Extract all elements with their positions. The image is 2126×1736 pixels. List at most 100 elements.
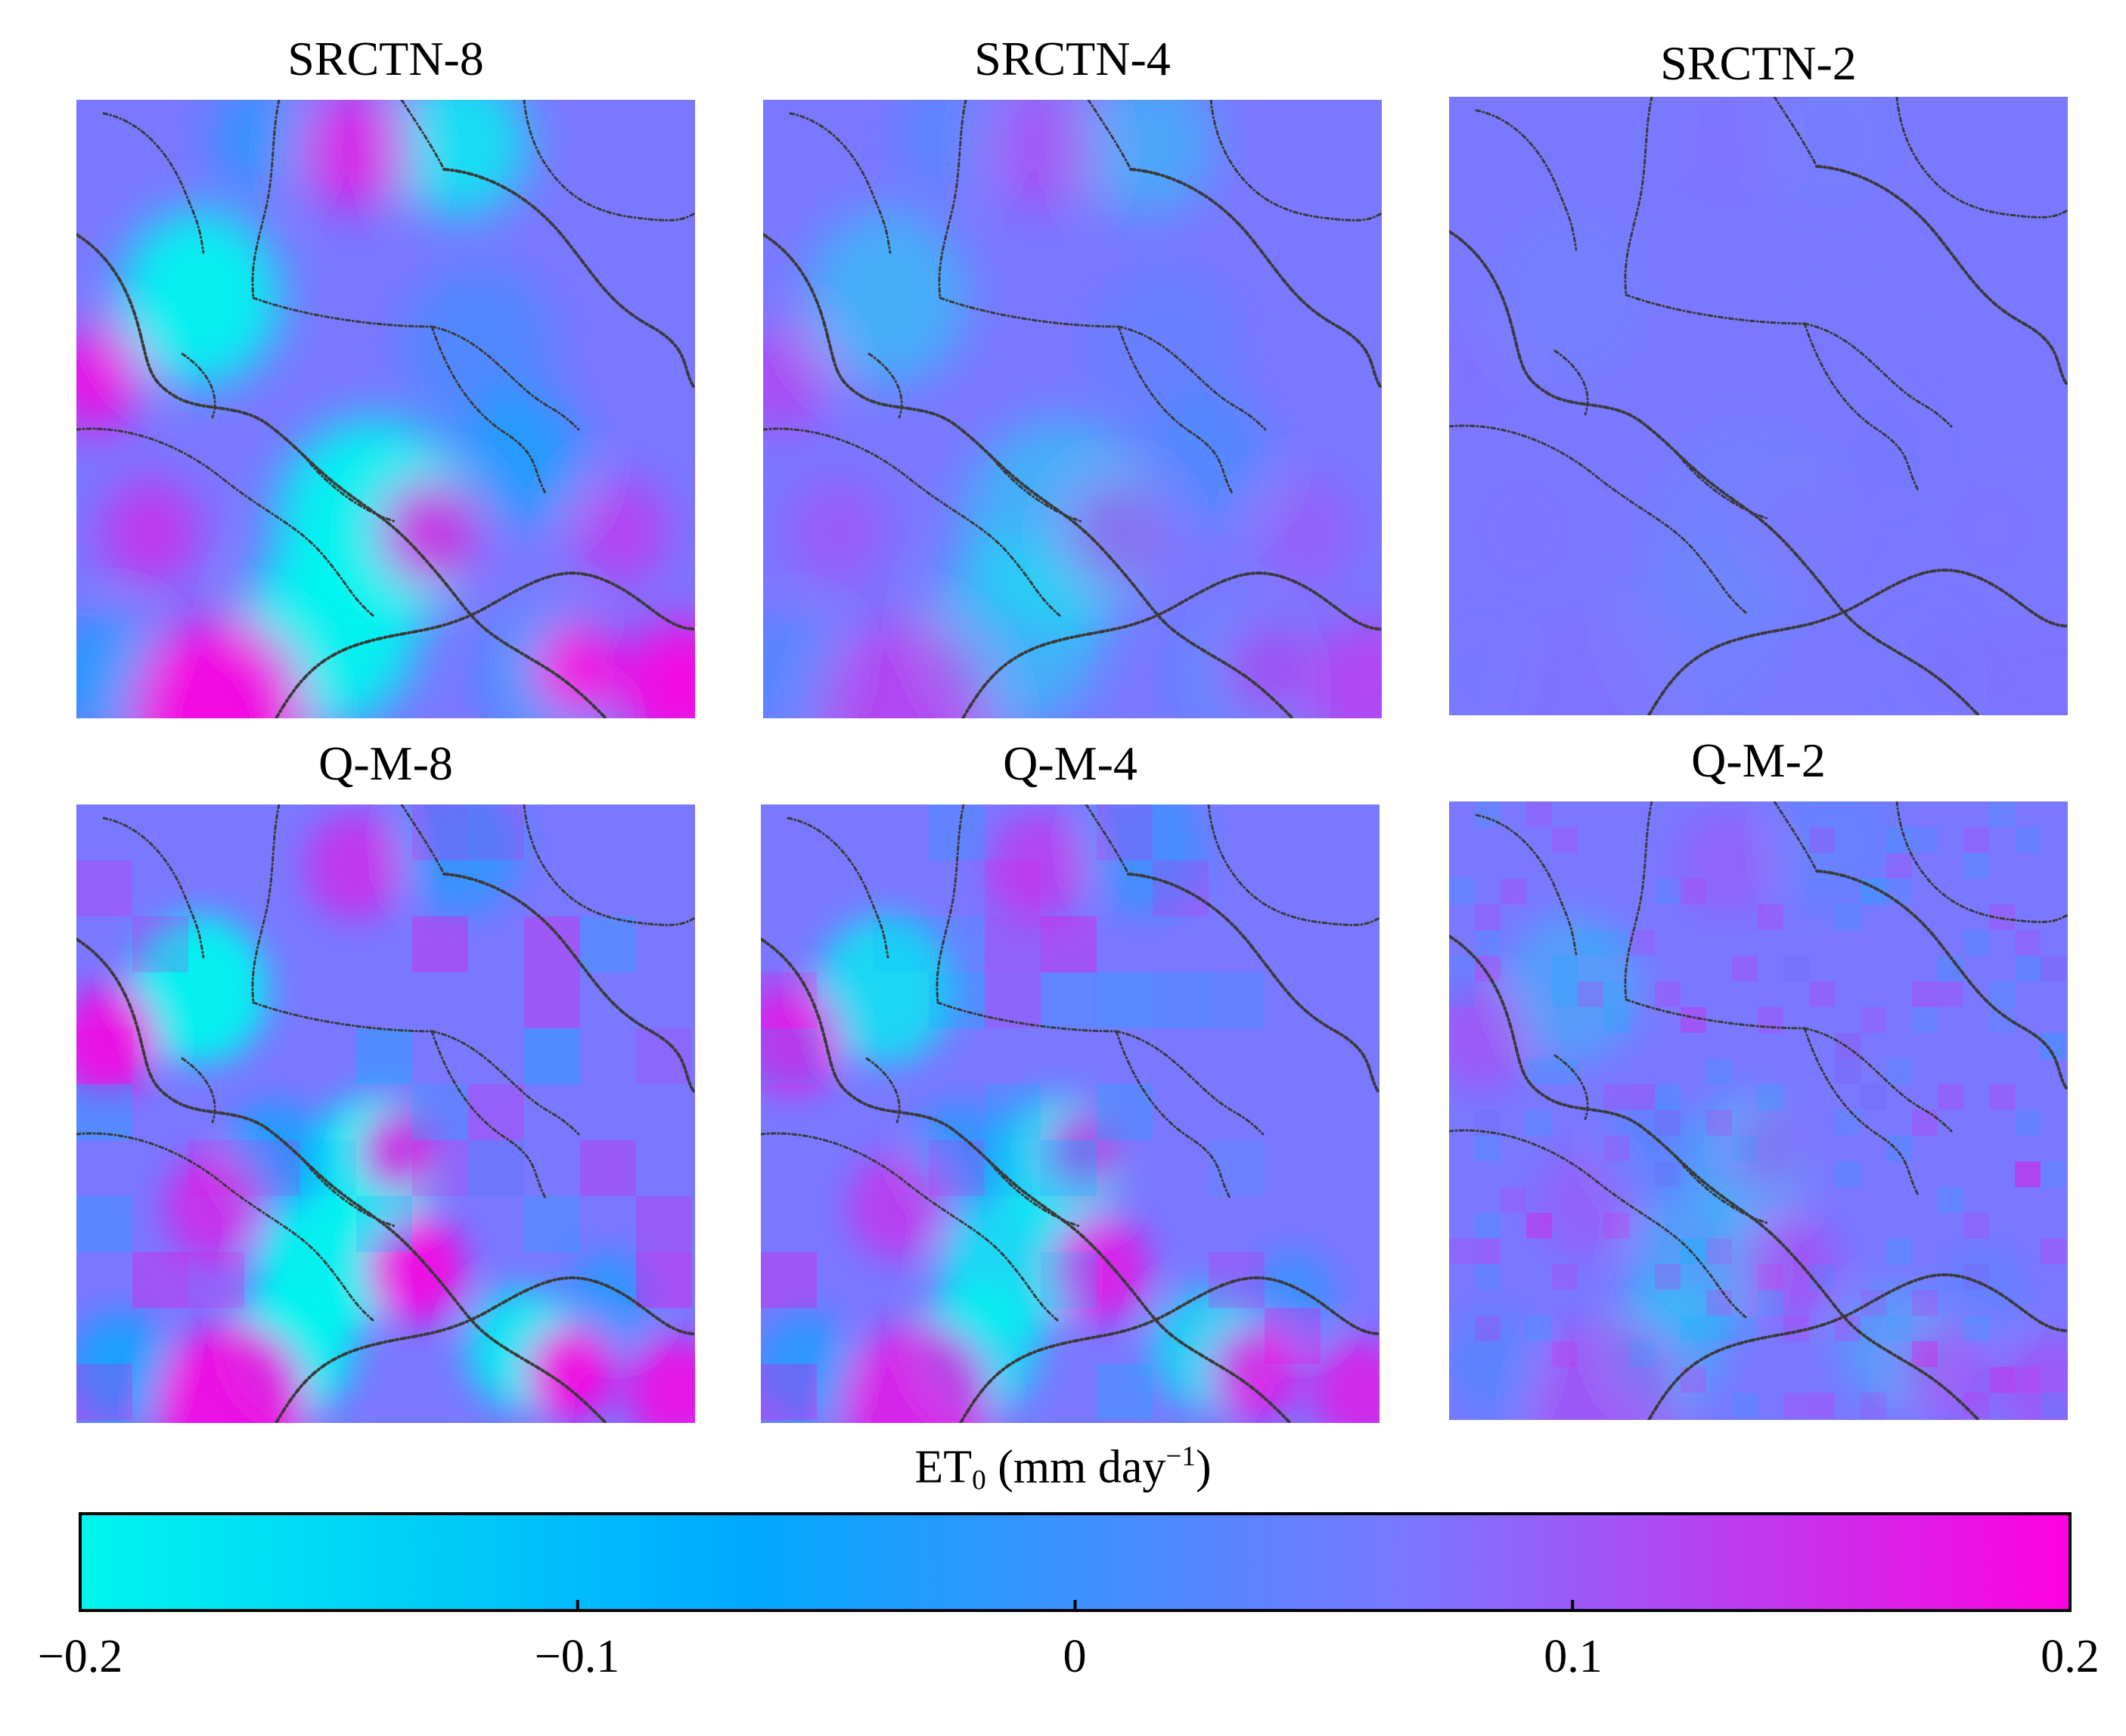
heatmap-block [1629, 1084, 1655, 1110]
heatmap-cell [627, 1338, 695, 1423]
heatmap-block [1835, 1161, 1861, 1187]
heatmap-block [132, 916, 188, 972]
heatmap-block [2041, 1238, 2066, 1264]
heatmap-block [761, 1364, 817, 1420]
heatmap-cell [1740, 1211, 1839, 1320]
heatmap-block [1449, 1238, 1475, 1264]
colorbar-tick-label: 0.1 [1544, 1631, 1603, 1682]
heatmap-block [1886, 1059, 1912, 1084]
heatmap-block [929, 804, 985, 860]
heatmap-cell [806, 209, 967, 386]
boundary-line [959, 1276, 1380, 1423]
heatmap-block [1578, 930, 1603, 956]
heatmap-block [1989, 1084, 2015, 1110]
colorbar-tick-label: −0.1 [534, 1631, 620, 1682]
heatmap-block [1655, 1161, 1681, 1187]
heatmap-block [2015, 1110, 2041, 1136]
heatmap-block [1526, 1213, 1552, 1238]
heatmap-cell [1045, 1110, 1120, 1192]
heatmap-block [985, 972, 1041, 1028]
heatmap-block [1912, 1110, 1938, 1136]
boundary-line [1815, 165, 2068, 387]
heatmap-block [1809, 1393, 1835, 1418]
heatmap-block [761, 1252, 817, 1308]
heatmap-cell [392, 100, 529, 219]
heatmap-block [1552, 1341, 1578, 1367]
heatmap-cell [1307, 619, 1382, 718]
heatmap-block [1783, 1393, 1809, 1418]
colorbar-gradient [80, 1514, 2070, 1610]
heatmap-block [1886, 1136, 1912, 1161]
heatmap-block [636, 1196, 692, 1252]
river-line [1895, 97, 2068, 219]
heatmap-block [1603, 1007, 1629, 1033]
heatmap-cell [989, 811, 1089, 921]
heatmap-cell [1771, 801, 1895, 913]
heatmap-cell [1764, 97, 1901, 215]
river-line [76, 427, 374, 617]
heatmap-block [1912, 981, 1938, 1007]
heatmap-block [580, 1140, 636, 1196]
heatmap-block [1861, 1393, 1886, 1418]
heatmap-cell [1079, 100, 1215, 219]
boundary-line [275, 572, 695, 718]
heatmap-cell [76, 324, 144, 433]
heatmap-block [1861, 1007, 1886, 1033]
heatmap-block [412, 1140, 468, 1196]
heatmap-block [985, 860, 1041, 916]
heatmap-block [356, 1028, 412, 1084]
boundary-line [1647, 1273, 2068, 1420]
heatmap-block [1041, 972, 1097, 1028]
heatmap-block [1681, 1238, 1706, 1264]
heatmap-cell [1221, 621, 1308, 717]
heatmap-block [1475, 1213, 1501, 1238]
river-line [1087, 100, 1132, 171]
heatmap-block [1681, 879, 1706, 904]
heatmap-block [761, 972, 817, 1028]
heatmap-block [1629, 1341, 1655, 1367]
river-line [1803, 322, 1953, 428]
river-line [302, 1158, 397, 1228]
heatmap-block [985, 1084, 1041, 1140]
river-line [252, 1001, 433, 1033]
heatmap-block [76, 1196, 132, 1252]
river-line [1209, 100, 1382, 222]
heatmap-block [1783, 956, 1809, 981]
heatmap-cell [212, 100, 312, 192]
heatmap-block [1963, 930, 1989, 956]
panel-title-q-m-4: Q-M-4 [1003, 736, 1137, 790]
heatmap-block [1449, 956, 1475, 981]
heatmap-block [1989, 981, 2015, 1007]
heatmap-block [1681, 1316, 1706, 1341]
heatmap-panel-q-m-8 [76, 804, 695, 1423]
heatmap-svg [763, 100, 1382, 718]
heatmap-block [1552, 827, 1578, 853]
heatmap-block [2041, 956, 2066, 981]
heatmap-block [1526, 1110, 1552, 1136]
heatmap-cell [1449, 1310, 1542, 1419]
river-line [252, 296, 433, 328]
heatmap-block [1041, 1140, 1097, 1196]
heatmap-block [76, 1028, 132, 1084]
river-line [1773, 97, 1818, 168]
heatmap-block [1041, 1252, 1097, 1308]
river-line [1674, 1155, 1770, 1225]
heatmap-block [76, 1084, 132, 1140]
river-line [400, 100, 445, 171]
heatmap-block [1706, 1290, 1732, 1316]
river-line [523, 100, 695, 222]
heatmap-block [1758, 1264, 1783, 1290]
heatmap-svg [76, 804, 695, 1423]
river-line [430, 1030, 547, 1199]
heatmap-block [2041, 956, 2066, 981]
heatmap-cell [1449, 981, 1530, 1091]
heatmap-cell [1504, 912, 1641, 1062]
heatmap-block [2015, 1161, 2041, 1187]
heatmap-block [524, 1196, 580, 1252]
heatmap-block [1809, 827, 1835, 853]
heatmap-block [1449, 879, 1475, 904]
heatmap-block [1552, 981, 1578, 1007]
heatmap-block [636, 1028, 692, 1084]
heatmap-block [1501, 879, 1526, 904]
boundary-line [275, 1276, 695, 1423]
